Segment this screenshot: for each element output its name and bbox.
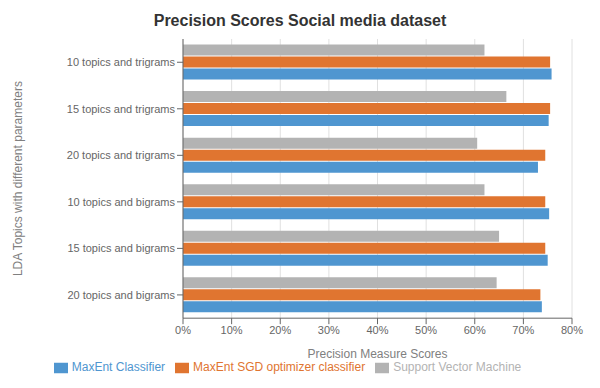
svg-text:Precision Measure Scores: Precision Measure Scores bbox=[307, 347, 447, 361]
html-text:Precision Scores Social media: Precision Scores Social media dataset bbox=[153, 12, 447, 29]
svg-text:15 topics and bigrams: 15 topics and bigrams bbox=[67, 242, 175, 254]
svg-text:80%: 80% bbox=[561, 324, 583, 336]
svg-text:10%: 10% bbox=[221, 324, 243, 336]
html-text:Support Vector Machine: Support Vector Machine bbox=[393, 360, 522, 375]
svg-text:30%: 30% bbox=[318, 324, 340, 336]
svg-text:60%: 60% bbox=[464, 324, 486, 336]
svg-text:10 topics and bigrams: 10 topics and bigrams bbox=[67, 196, 175, 208]
html-text:MaxEnt Classifier: MaxEnt Classifier bbox=[71, 360, 166, 375]
svg-text:40%: 40% bbox=[366, 324, 388, 336]
svg-text:15 topics and trigrams: 15 topics and trigrams bbox=[67, 103, 176, 115]
svg-text:0%: 0% bbox=[175, 324, 191, 336]
svg-text:50%: 50% bbox=[415, 324, 437, 336]
svg-text:LDA Topics with different para: LDA Topics with different parameters bbox=[11, 81, 25, 276]
svg-text:70%: 70% bbox=[512, 324, 534, 336]
html-text:MaxEnt SGD optimizer classifie: MaxEnt SGD optimizer classifier bbox=[193, 360, 366, 375]
svg-text:20 topics and bigrams: 20 topics and bigrams bbox=[67, 289, 175, 301]
svg-text:10 topics and trigrams: 10 topics and trigrams bbox=[67, 56, 176, 68]
svg-text:20%: 20% bbox=[269, 324, 291, 336]
svg-text:20 topics and trigrams: 20 topics and trigrams bbox=[67, 149, 176, 161]
